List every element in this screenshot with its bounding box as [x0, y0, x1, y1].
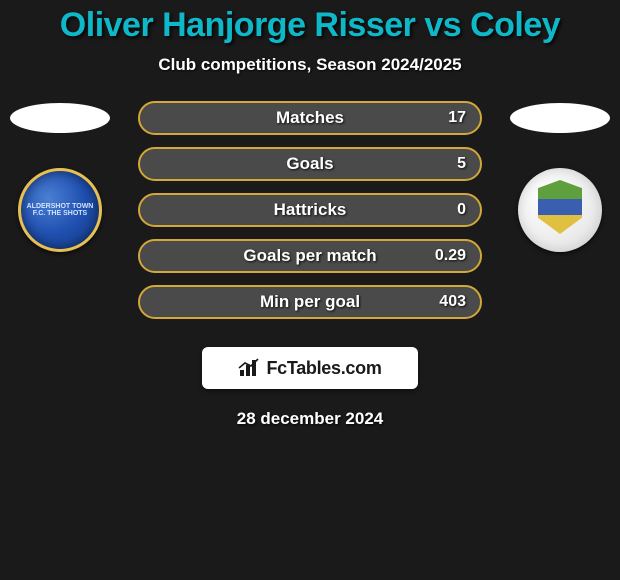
- stat-label: Matches: [140, 108, 480, 128]
- left-side: ALDERSHOT TOWN F.C. THE SHOTS: [10, 103, 110, 252]
- brand-text: FcTables.com: [266, 358, 381, 379]
- left-club-emblem: ALDERSHOT TOWN F.C. THE SHOTS: [18, 168, 102, 252]
- stat-value: 0: [457, 201, 466, 219]
- right-club-emblem: [518, 168, 602, 252]
- stat-label: Goals per match: [140, 246, 480, 266]
- brand-box: FcTables.com: [202, 347, 418, 389]
- stat-label: Min per goal: [140, 292, 480, 312]
- stat-value: 17: [448, 109, 466, 127]
- stat-value: 403: [439, 293, 466, 311]
- footer-date: 28 december 2024: [0, 409, 620, 429]
- right-ellipse: [510, 103, 610, 133]
- stat-label: Hattricks: [140, 200, 480, 220]
- stat-row: Min per goal403: [140, 287, 480, 317]
- comparison-layout: ALDERSHOT TOWN F.C. THE SHOTS Matches17 G…: [0, 103, 620, 333]
- stat-value: 0.29: [435, 247, 466, 265]
- left-ellipse: [10, 103, 110, 133]
- stat-value: 5: [457, 155, 466, 173]
- right-side: [510, 103, 610, 252]
- page-title: Oliver Hanjorge Risser vs Coley: [0, 0, 620, 45]
- stat-label: Goals: [140, 154, 480, 174]
- brand-chart-icon: [238, 358, 260, 378]
- stat-row: Goals5: [140, 149, 480, 179]
- subtitle: Club competitions, Season 2024/2025: [0, 55, 620, 75]
- stat-row: Hattricks0: [140, 195, 480, 225]
- stat-row: Matches17: [140, 103, 480, 133]
- stat-row: Goals per match0.29: [140, 241, 480, 271]
- stat-bars: Matches17 Goals5 Hattricks0 Goals per match…: [140, 103, 480, 333]
